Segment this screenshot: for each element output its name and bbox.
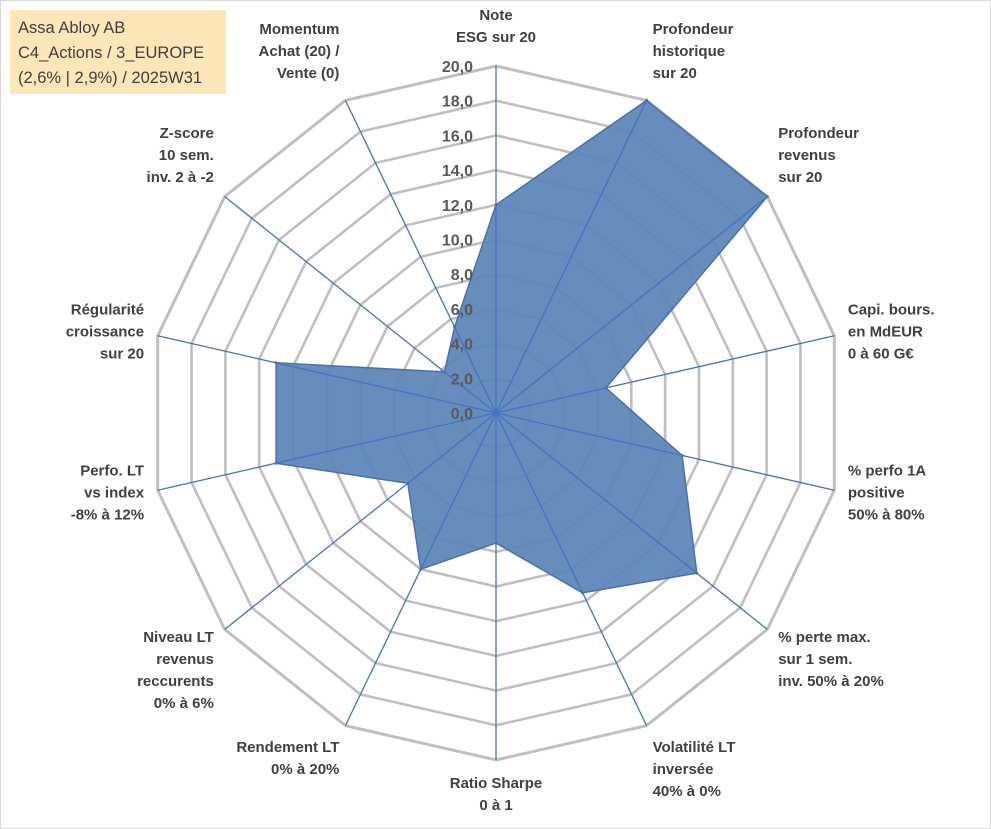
category-label: Rendement LT 0% à 20% — [236, 739, 339, 778]
radial-tick-labels: 0,0 2,0 4,0 6,0 8,0 10,0 12,0 14,0 16,0 18,0 20,0 — [442, 59, 473, 423]
category-label: Ratio Sharpe 0 à 1 — [450, 775, 543, 814]
period-info: (2,6% | 2,9%) / 2025W31 — [18, 69, 203, 87]
radar-spoke — [157, 335, 497, 414]
radar-spoke — [224, 196, 497, 414]
radar-spoke — [344, 100, 497, 414]
radar-spoke — [495, 412, 835, 491]
tick-label: 14,0 — [442, 163, 473, 180]
radar-spoke — [495, 196, 768, 414]
category-label: Profondeur historique sur 20 — [653, 21, 734, 82]
tick-label: 8,0 — [451, 267, 473, 284]
tick-label: 6,0 — [451, 302, 473, 319]
category-label: Capi. bours. en MdEUR 0 à 60 G€ — [848, 302, 935, 363]
category-label: Momentum Achat (20) / Vente (0) — [259, 21, 341, 82]
tick-label: 16,0 — [442, 128, 473, 145]
radar-spoke — [495, 412, 648, 726]
tick-label: 4,0 — [451, 337, 473, 354]
radar-spoke — [224, 412, 497, 630]
category-label: Régularité croissance sur 20 — [66, 302, 144, 363]
category-label: Note ESG sur 20 — [456, 7, 536, 46]
category-label: Profondeur revenus sur 20 — [778, 125, 859, 186]
tick-label: 10,0 — [442, 233, 473, 250]
radar-spoke — [157, 412, 497, 491]
category-labels: Note ESG sur 20 Profondeur historique sur 20… — [66, 7, 935, 814]
tick-label: 12,0 — [442, 198, 473, 215]
series-polygon — [275, 99, 769, 594]
category-path: C4_Actions / 3_EUROPE — [18, 44, 205, 62]
category-label: % perte max. sur 1 sem. inv. 50% à 20% — [778, 629, 884, 690]
radar-spoke — [495, 412, 768, 630]
company-name: Assa Abloy AB — [18, 19, 126, 37]
tick-label: 20,0 — [442, 59, 473, 76]
radar-spokes — [157, 66, 835, 760]
radar-spoke — [495, 100, 648, 414]
tick-label: 0,0 — [451, 406, 473, 423]
tick-label: 18,0 — [442, 94, 473, 111]
category-label: Z-score 10 sem. inv. 2 à -2 — [147, 125, 214, 186]
info-box: Assa Abloy AB C4_Actions / 3_EUROPE (2,6… — [10, 10, 226, 94]
category-label: Volatilité LT inversée 40% à 0% — [653, 739, 736, 800]
radar-spoke — [495, 335, 835, 414]
category-label: Niveau LT revenus reccurents 0% à 6% — [137, 629, 214, 712]
category-label: % perfo 1A positive 50% à 80% — [848, 462, 927, 523]
tick-label: 2,0 — [451, 371, 473, 388]
series-area — [274, 98, 769, 595]
radar-spoke — [344, 412, 497, 726]
category-label: Perfo. LT vs index -8% à 12% — [71, 462, 145, 523]
